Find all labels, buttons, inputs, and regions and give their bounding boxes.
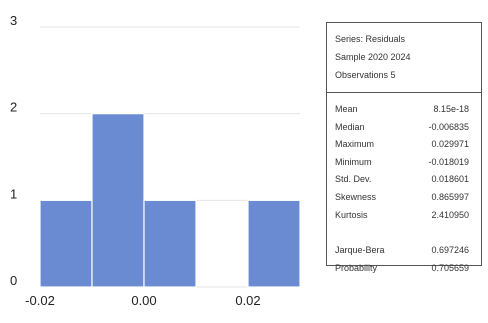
sample-range: Sample 2020 2024 — [335, 52, 411, 62]
stat-value: 0.018601 — [431, 174, 469, 185]
stat-row-jarque-bera: Jarque-Bera 0.697246 — [335, 242, 481, 260]
histogram-bar — [39, 199, 93, 288]
stat-spacer — [335, 224, 481, 242]
y-tick-labels: 0 1 2 3 — [10, 13, 17, 288]
histogram-bars — [39, 113, 301, 288]
stat-value: 0.865997 — [431, 191, 469, 202]
stat-value: 2.410950 — [431, 209, 469, 220]
histogram-bar — [143, 199, 197, 288]
stat-row-median: Median -0.006835 — [335, 119, 481, 137]
stat-value: 0.697246 — [431, 245, 469, 256]
x-tick-label: 0.00 — [131, 293, 156, 308]
stats-header: Series: Residuals Sample 2020 2024 Obser… — [327, 23, 481, 84]
stat-row-maximum: Maximum 0.029971 — [335, 136, 481, 154]
histogram-bar — [247, 199, 301, 288]
stat-value: 8.15e-18 — [433, 104, 469, 114]
stat-label: Std. Dev. — [335, 174, 372, 185]
stat-label: Maximum — [335, 139, 375, 150]
x-tick-label: -0.02 — [25, 293, 55, 308]
stat-row-probability: Probability 0.705659 — [335, 260, 481, 278]
stat-value: -0.018019 — [428, 156, 469, 167]
y-tick-label: 3 — [10, 13, 17, 28]
stat-row-mean: Mean 8.15e-18 — [335, 101, 481, 119]
y-tick-label: 1 — [10, 186, 17, 201]
stats-divider — [327, 92, 481, 93]
descriptive-statistics-panel: Series: Residuals Sample 2020 2024 Obser… — [326, 22, 482, 273]
stat-value: -0.006835 — [428, 121, 469, 132]
stat-row-skewness: Skewness 0.865997 — [335, 189, 481, 207]
x-tick-labels: -0.02 0.00 0.02 — [25, 293, 260, 308]
stat-row-minimum: Minimum -0.018019 — [335, 154, 481, 172]
stat-label: Median — [335, 121, 365, 132]
series-name: Series: Residuals — [335, 34, 406, 44]
observations-count: Observations 5 — [335, 70, 396, 80]
stat-label: Kurtosis — [335, 209, 368, 220]
stat-label: Mean — [335, 104, 358, 114]
stat-label: Minimum — [335, 156, 372, 167]
histogram-bar — [91, 113, 145, 288]
y-tick-label: 2 — [10, 100, 17, 115]
stat-label: Probability — [335, 262, 378, 273]
stat-label: Skewness — [335, 191, 377, 202]
stat-label: Jarque-Bera — [335, 245, 385, 256]
stat-value: 0.029971 — [431, 139, 469, 150]
y-tick-label: 0 — [10, 273, 17, 288]
stat-row-kurtosis: Kurtosis 2.410950 — [335, 207, 481, 225]
stat-row-std-dev: Std. Dev. 0.018601 — [335, 171, 481, 189]
stat-value: 0.705659 — [431, 262, 469, 273]
x-tick-label: 0.02 — [235, 293, 260, 308]
stats-table: Mean 8.15e-18 Median -0.006835 Maximum 0… — [327, 93, 481, 277]
